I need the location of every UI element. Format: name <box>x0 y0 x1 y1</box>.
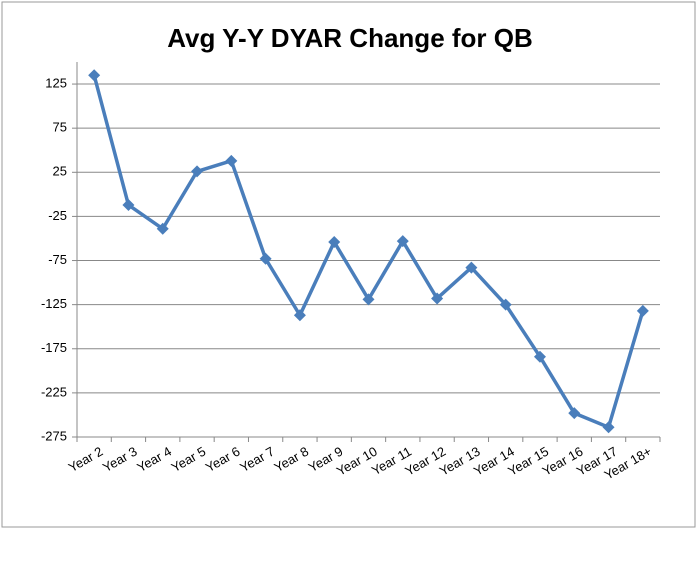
data-point <box>568 407 581 420</box>
data-point <box>499 298 512 311</box>
y-tick-label: 25 <box>53 164 67 179</box>
data-point <box>88 69 101 82</box>
data-point <box>431 292 444 305</box>
data-point <box>293 309 306 322</box>
data-point <box>362 293 375 306</box>
y-tick-label: 75 <box>53 120 67 135</box>
y-tick-label: -175 <box>41 340 67 355</box>
y-tick-label: -25 <box>48 208 67 223</box>
chart-title: Avg Y-Y DYAR Change for QB <box>167 23 533 53</box>
data-point <box>602 421 615 434</box>
data-point <box>156 222 169 235</box>
data-point <box>533 350 546 363</box>
data-point <box>225 154 238 167</box>
y-tick-label: -275 <box>41 428 67 443</box>
data-point <box>259 252 272 265</box>
y-tick-label: -125 <box>41 296 67 311</box>
y-tick-label: -75 <box>48 252 67 267</box>
data-point <box>122 198 135 211</box>
y-tick-label: -225 <box>41 384 67 399</box>
data-point <box>636 304 649 317</box>
data-point <box>465 261 478 274</box>
data-point <box>396 235 409 248</box>
y-tick-label: 125 <box>45 75 67 90</box>
data-point <box>191 165 204 178</box>
data-point <box>328 236 341 248</box>
